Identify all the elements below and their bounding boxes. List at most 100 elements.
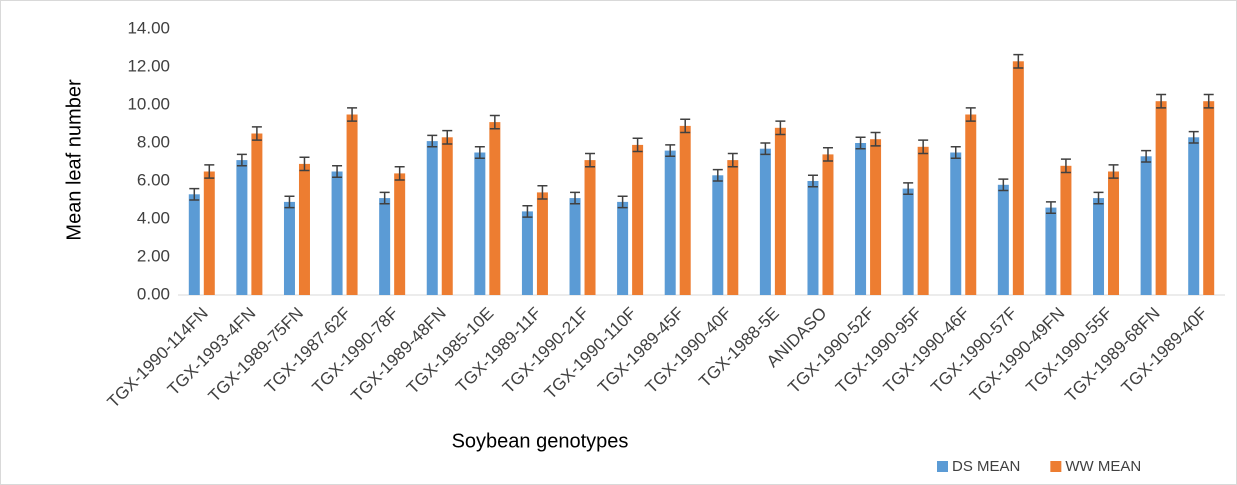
bar [727, 160, 739, 295]
error-bar [474, 146, 485, 159]
error-bar [727, 152, 738, 168]
error-bar [617, 195, 628, 209]
error-bar [442, 129, 453, 145]
error-bar [950, 146, 961, 159]
bar [536, 192, 548, 295]
bar [346, 114, 358, 295]
error-bar [522, 204, 533, 218]
bar [712, 175, 724, 295]
y-tick-label: 4.00 [137, 208, 170, 227]
bar [822, 154, 834, 295]
error-bar [965, 107, 976, 122]
bar [203, 171, 215, 295]
y-tick-label: 8.00 [137, 132, 170, 151]
error-bar [347, 107, 358, 122]
bar [664, 150, 676, 295]
error-bar [299, 156, 310, 172]
legend-label: DS MEAN [952, 458, 1020, 475]
bar [489, 122, 501, 295]
error-bar [251, 126, 262, 141]
error-bar [189, 187, 200, 201]
bar [1045, 207, 1057, 295]
bar [331, 171, 343, 295]
bar [188, 194, 200, 295]
bar [1155, 101, 1167, 295]
error-bar [665, 144, 676, 158]
bar [1012, 61, 1024, 295]
y-tick-label: 2.00 [137, 246, 170, 265]
bar [902, 188, 914, 295]
y-tick-label: 14.00 [127, 18, 170, 37]
bar [1203, 101, 1215, 295]
error-bar [1060, 158, 1071, 174]
legend-label: WW MEAN [1065, 458, 1141, 475]
bar [236, 160, 248, 295]
error-bar [1108, 164, 1119, 179]
bar [965, 114, 977, 295]
x-axis-title: Soybean genotypes [452, 430, 629, 452]
error-bar [427, 134, 438, 148]
bar [379, 198, 391, 295]
error-bar [204, 164, 215, 179]
error-bar [680, 118, 691, 134]
bar [1060, 165, 1072, 295]
bar [298, 163, 310, 295]
bar [474, 152, 486, 295]
error-bar [585, 152, 596, 168]
error-bar [822, 147, 833, 162]
legend-swatch [1050, 461, 1062, 472]
bar [1093, 198, 1105, 295]
error-bar [1141, 149, 1152, 163]
bar [870, 139, 882, 295]
error-bar [807, 174, 818, 188]
bar [283, 201, 295, 295]
error-bar [570, 191, 581, 205]
error-bar [903, 182, 914, 196]
bar [521, 211, 533, 295]
bar [1188, 137, 1200, 295]
bar [855, 143, 867, 295]
error-bar [489, 114, 500, 130]
error-bar [537, 185, 548, 200]
bar [950, 152, 962, 295]
y-tick-label: 12.00 [127, 56, 170, 75]
y-tick-label: 6.00 [137, 170, 170, 189]
bar [251, 133, 263, 295]
y-tick-label: 0.00 [137, 284, 170, 303]
bar [394, 173, 406, 295]
error-bar [998, 178, 1009, 192]
error-bar [1013, 53, 1024, 69]
error-bar [918, 139, 929, 155]
error-bar [632, 137, 643, 153]
bar [807, 181, 819, 295]
error-bar [332, 165, 343, 178]
error-bar [1203, 93, 1214, 109]
error-bar [855, 136, 866, 150]
error-bar [1156, 93, 1167, 109]
legend-swatch [937, 461, 948, 472]
bar [997, 184, 1009, 295]
bar [759, 148, 771, 295]
error-bar [870, 131, 881, 147]
bar [569, 198, 581, 295]
error-bar [1093, 191, 1104, 205]
y-axis-title: Mean leaf number [63, 79, 85, 241]
error-bar [379, 191, 390, 205]
bar [917, 146, 929, 295]
error-bar [1188, 130, 1199, 144]
bar [426, 141, 438, 295]
error-bar [394, 166, 405, 181]
bar [617, 201, 629, 295]
bar [632, 144, 644, 295]
error-bar [1045, 201, 1056, 215]
error-bar [236, 153, 247, 167]
bar [1140, 156, 1152, 295]
bar [774, 127, 786, 295]
bar [584, 160, 596, 295]
error-bar [775, 120, 786, 136]
bar [441, 137, 453, 295]
bar [1108, 171, 1120, 295]
y-tick-label: 10.00 [127, 94, 170, 113]
bar [679, 125, 691, 296]
